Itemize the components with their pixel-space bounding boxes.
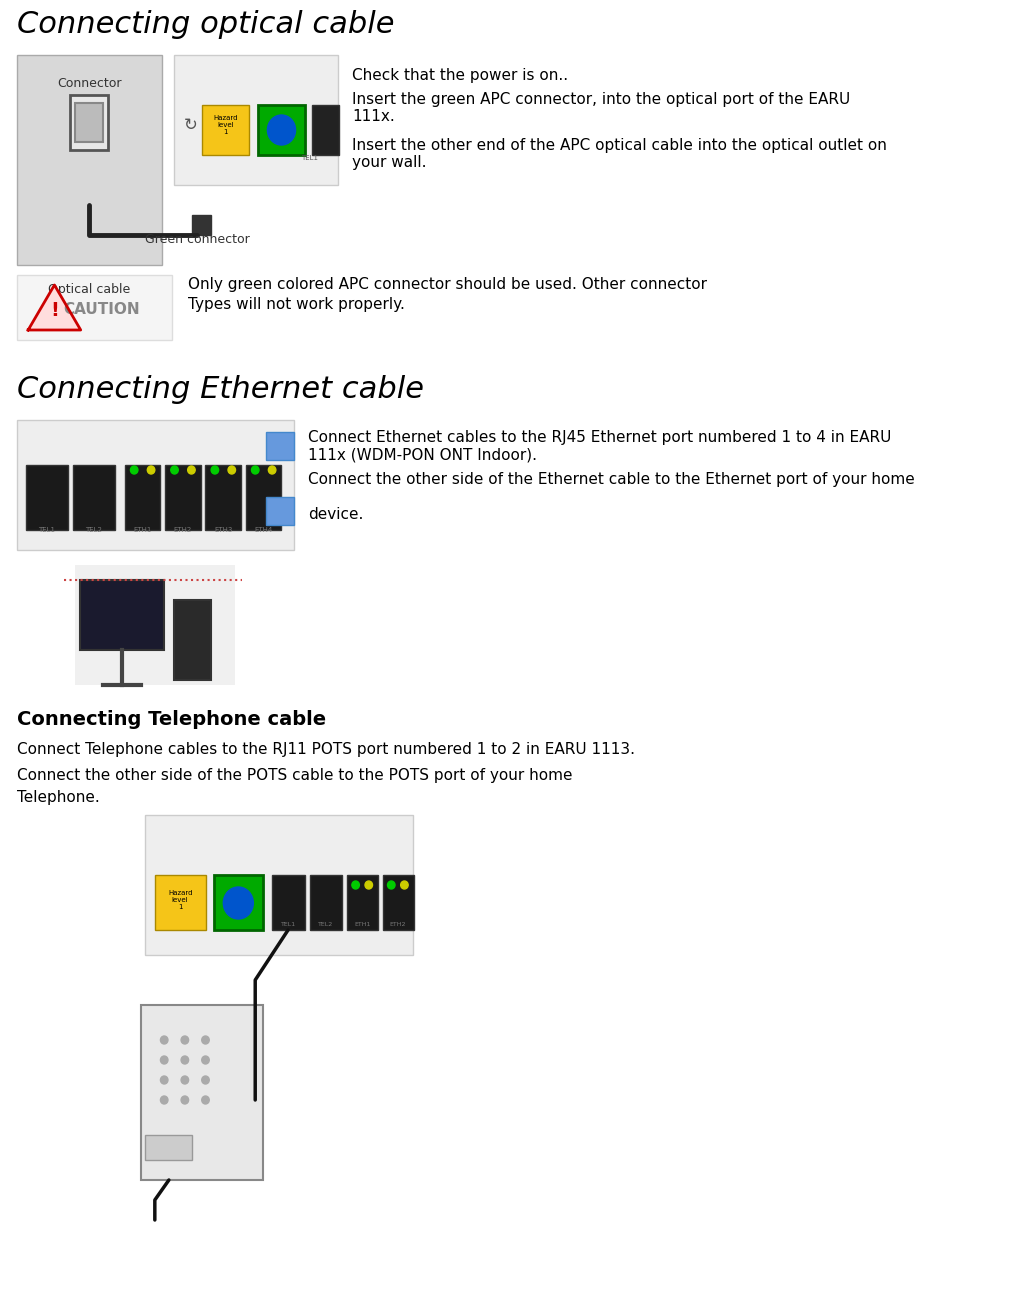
Circle shape xyxy=(147,466,154,474)
Text: Green connector: Green connector xyxy=(145,233,250,246)
Text: Only green colored APC connector should be used. Other connector: Only green colored APC connector should … xyxy=(187,278,707,292)
Text: Check that the power is on..: Check that the power is on.. xyxy=(352,68,568,82)
Circle shape xyxy=(181,1076,188,1084)
Circle shape xyxy=(251,466,259,474)
Bar xyxy=(265,497,293,525)
Bar xyxy=(16,275,172,340)
Text: Connect Telephone cables to the RJ11 POTS port numbered 1 to 2 in EARU 1113.: Connect Telephone cables to the RJ11 POT… xyxy=(16,742,635,757)
Circle shape xyxy=(202,1035,209,1045)
Bar xyxy=(272,874,305,929)
Bar xyxy=(165,465,201,530)
Text: Optical cable: Optical cable xyxy=(48,283,131,296)
Circle shape xyxy=(161,1035,168,1045)
Text: ETH2: ETH2 xyxy=(390,922,406,927)
Bar xyxy=(174,55,338,185)
Circle shape xyxy=(181,1056,188,1064)
Circle shape xyxy=(171,466,178,474)
Text: ETH1: ETH1 xyxy=(134,528,152,533)
Bar xyxy=(154,874,207,929)
Text: Telephone.: Telephone. xyxy=(16,791,100,805)
Text: ↻: ↻ xyxy=(183,117,198,134)
Text: TEL2: TEL2 xyxy=(85,528,102,533)
Circle shape xyxy=(352,881,359,889)
Circle shape xyxy=(202,1076,209,1084)
Bar xyxy=(383,874,414,929)
Bar xyxy=(145,1135,192,1160)
Circle shape xyxy=(131,466,138,474)
Bar xyxy=(75,565,235,685)
Circle shape xyxy=(161,1096,168,1103)
Bar xyxy=(27,465,69,530)
Bar xyxy=(80,580,165,651)
Text: TEL1: TEL1 xyxy=(301,154,318,161)
Text: Connecting optical cable: Connecting optical cable xyxy=(16,10,394,39)
Bar xyxy=(258,105,305,154)
Circle shape xyxy=(202,1096,209,1103)
Bar xyxy=(347,874,378,929)
Circle shape xyxy=(223,888,253,919)
Text: ETH4: ETH4 xyxy=(254,528,273,533)
Bar xyxy=(16,55,163,264)
Circle shape xyxy=(161,1076,168,1084)
Text: TEL2: TEL2 xyxy=(318,922,333,927)
Circle shape xyxy=(268,115,295,145)
Circle shape xyxy=(269,466,276,474)
Circle shape xyxy=(228,466,236,474)
Text: ETH2: ETH2 xyxy=(174,528,192,533)
Text: ETH1: ETH1 xyxy=(354,922,370,927)
Circle shape xyxy=(161,1056,168,1064)
Bar xyxy=(192,215,211,236)
Circle shape xyxy=(400,881,409,889)
Circle shape xyxy=(187,466,196,474)
Bar xyxy=(214,874,262,929)
Text: Insert the green APC connector, into the optical port of the EARU
111x.: Insert the green APC connector, into the… xyxy=(352,92,850,124)
Bar xyxy=(202,105,249,154)
Circle shape xyxy=(181,1035,188,1045)
Bar xyxy=(246,465,282,530)
Bar xyxy=(73,465,115,530)
Bar xyxy=(206,465,241,530)
Bar xyxy=(265,432,293,459)
Text: TEL1: TEL1 xyxy=(281,922,295,927)
Text: Hazard
level
1: Hazard level 1 xyxy=(168,890,192,910)
Bar xyxy=(310,874,343,929)
Text: Hazard
level
1: Hazard level 1 xyxy=(213,115,238,135)
Bar xyxy=(145,816,413,956)
Text: Connecting Ethernet cable: Connecting Ethernet cable xyxy=(16,374,424,404)
Text: Connecting Telephone cable: Connecting Telephone cable xyxy=(16,709,326,729)
Bar xyxy=(16,420,293,550)
Bar xyxy=(125,465,161,530)
Text: Connect the other side of the Ethernet cable to the Ethernet port of your home

: Connect the other side of the Ethernet c… xyxy=(308,473,915,522)
Text: Connector: Connector xyxy=(57,77,121,90)
Circle shape xyxy=(202,1056,209,1064)
Text: Insert the other end of the APC optical cable into the optical outlet on
your wa: Insert the other end of the APC optical … xyxy=(352,137,887,170)
Polygon shape xyxy=(28,285,80,330)
Text: ETH3: ETH3 xyxy=(214,528,233,533)
Bar xyxy=(75,103,103,141)
Circle shape xyxy=(211,466,218,474)
Text: Connect Ethernet cables to the RJ45 Ethernet port numbered 1 to 4 in EARU
111x (: Connect Ethernet cables to the RJ45 Ethe… xyxy=(308,429,891,462)
Circle shape xyxy=(365,881,372,889)
Circle shape xyxy=(388,881,395,889)
Bar xyxy=(70,96,108,151)
Text: TEL1: TEL1 xyxy=(38,528,56,533)
Bar xyxy=(174,600,211,679)
Bar xyxy=(313,105,339,154)
Bar xyxy=(141,1005,262,1179)
Circle shape xyxy=(181,1096,188,1103)
Text: Connect the other side of the POTS cable to the POTS port of your home: Connect the other side of the POTS cable… xyxy=(16,768,572,783)
Text: CAUTION: CAUTION xyxy=(63,302,140,318)
Text: Types will not work properly.: Types will not work properly. xyxy=(187,297,404,312)
Text: !: ! xyxy=(50,301,59,319)
